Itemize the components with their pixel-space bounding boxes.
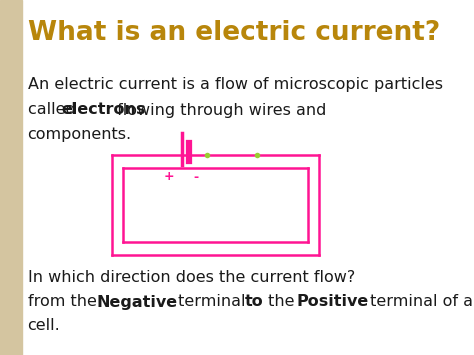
Text: cell.: cell. bbox=[27, 318, 60, 333]
Text: An electric current is a flow of microscopic particles: An electric current is a flow of microsc… bbox=[27, 77, 443, 93]
Text: -: - bbox=[194, 170, 199, 184]
Bar bbox=[0, 0, 22, 355]
Text: +: + bbox=[164, 170, 174, 184]
Text: electrons: electrons bbox=[61, 103, 146, 118]
Text: Negative: Negative bbox=[97, 295, 178, 310]
Text: In which direction does the current flow?: In which direction does the current flow… bbox=[27, 271, 355, 285]
Text: the: the bbox=[263, 295, 300, 310]
Text: Positive: Positive bbox=[297, 295, 369, 310]
Text: called: called bbox=[27, 103, 81, 118]
Text: flowing through wires and: flowing through wires and bbox=[112, 103, 327, 118]
Text: What is an electric current?: What is an electric current? bbox=[27, 20, 440, 46]
Text: from the: from the bbox=[27, 295, 101, 310]
Text: components.: components. bbox=[27, 127, 132, 142]
Text: terminal of a: terminal of a bbox=[365, 295, 473, 310]
Text: to: to bbox=[245, 295, 264, 310]
Text: terminal: terminal bbox=[173, 295, 250, 310]
